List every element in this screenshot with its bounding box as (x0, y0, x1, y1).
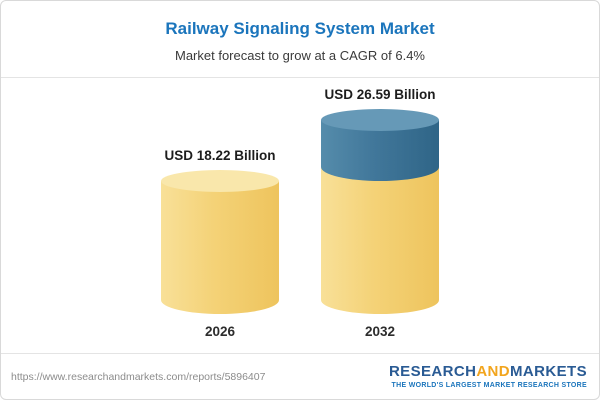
cylinder-bar-2032 (321, 109, 439, 314)
value-label-2026: USD 18.22 Billion (164, 148, 276, 163)
research-and-markets-logo: RESEARCHANDMARKETS THE WORLD'S LARGEST M… (388, 362, 587, 390)
value-label-2032: USD 26.59 Billion (324, 87, 436, 102)
logo-part-markets: MARKETS (510, 362, 587, 380)
year-label-2026: 2026 (204, 324, 236, 339)
report-url: https://www.researchandmarkets.com/repor… (11, 370, 266, 383)
bar-column-2032: USD 26.59 Billion 2032 (321, 87, 439, 339)
logo-part-and: AND (476, 362, 511, 380)
bar-column-2026: USD 18.22 Billion 2026 (161, 148, 279, 339)
chart-header: Railway Signaling System Market Market f… (1, 1, 599, 77)
chart-subtitle: Market forecast to grow at a CAGR of 6.4… (175, 48, 425, 63)
cylinder-bar-chart: USD 18.22 Billion 2026 USD 26.59 Billion… (1, 78, 599, 353)
cylinder-bar-2026 (161, 170, 279, 314)
year-label-2032: 2032 (364, 324, 396, 339)
logo-part-research: RESEARCH (388, 362, 477, 380)
footer: https://www.researchandmarkets.com/repor… (1, 353, 599, 399)
cylinder-cap-2026 (161, 170, 279, 192)
chart-title: Railway Signaling System Market (165, 19, 435, 38)
cylinder-cap-2032 (321, 109, 439, 131)
logo-wordmark: RESEARCHANDMARKETS (388, 362, 587, 381)
logo-tagline: THE WORLD'S LARGEST MARKET RESEARCH STOR… (391, 382, 587, 390)
header-divider (1, 77, 599, 78)
